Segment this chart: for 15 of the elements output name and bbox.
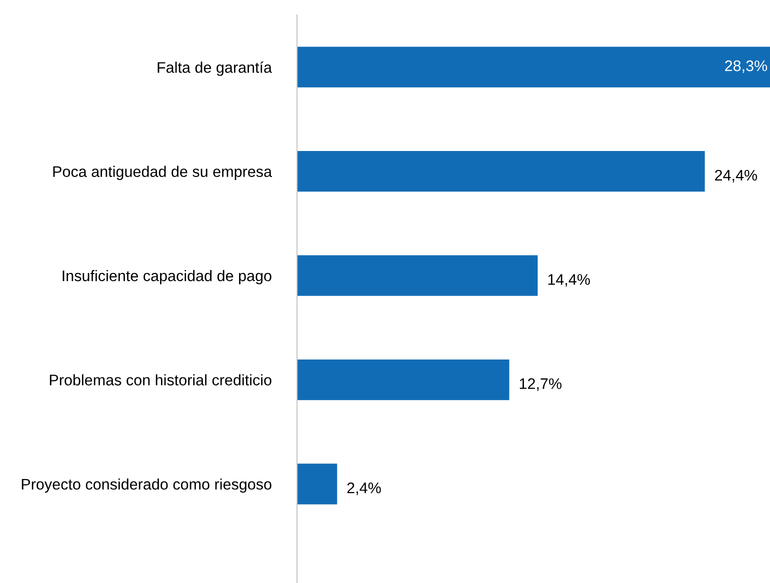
data-label: 2,4% xyxy=(347,482,381,496)
data-label: 14,4% xyxy=(548,274,590,287)
y-tick-label: Problemas con historial crediticio xyxy=(50,374,272,386)
y-tick-label: Insuficiente capacidad de pago xyxy=(62,270,272,284)
bar xyxy=(297,255,538,296)
y-tick-label: Proyecto considerado como riesgoso xyxy=(22,478,272,493)
data-label: 28,3% xyxy=(725,60,768,74)
data-label: 12,7% xyxy=(520,378,562,391)
data-label: 24,4% xyxy=(715,170,758,182)
y-tick-label: Poca antiguedad de su empresa xyxy=(53,166,272,180)
bar xyxy=(297,46,770,88)
bar xyxy=(297,359,510,400)
y-tick-label: Falta de garantía xyxy=(158,61,272,76)
bar xyxy=(297,151,705,192)
bar xyxy=(297,464,338,504)
